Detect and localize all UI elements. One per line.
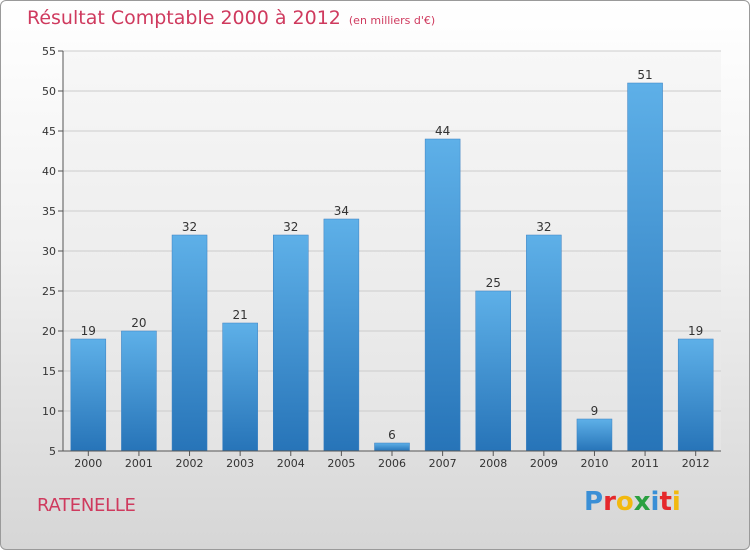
bar-value-label: 6: [388, 428, 396, 442]
x-tick-label: 2012: [682, 457, 710, 470]
bar-value-label: 32: [536, 220, 551, 234]
bar: [273, 234, 309, 452]
logo-letter: r: [603, 487, 616, 517]
logo-letter: o: [615, 487, 634, 517]
commune-name: RATENELLE: [37, 495, 136, 516]
x-tick-label: 2003: [226, 457, 254, 470]
x-tick-label: 2002: [176, 457, 204, 470]
y-tick-label: 25: [42, 285, 56, 298]
x-tick-label: 2008: [479, 457, 507, 470]
bar-value-label: 21: [233, 308, 248, 322]
bar: [526, 234, 562, 452]
bar-value-label: 19: [81, 324, 96, 338]
logo-letter: i: [650, 487, 660, 517]
bar: [424, 138, 461, 452]
bar: [70, 338, 107, 452]
bar: [222, 322, 258, 452]
bar: [171, 234, 208, 452]
bar-value-label: 44: [435, 124, 450, 138]
bar: [475, 290, 511, 452]
chart-title: Résultat Comptable 2000 à 2012 (en millie…: [27, 7, 435, 29]
y-tick-label: 10: [42, 405, 56, 418]
y-tick-label: 15: [42, 365, 56, 378]
bar: [323, 218, 360, 452]
bar-value-label: 34: [334, 204, 349, 218]
bar-value-label: 51: [637, 68, 652, 82]
bar: [576, 418, 613, 452]
bar: [374, 442, 410, 452]
bar-value-label: 25: [486, 276, 501, 290]
y-tick-label: 5: [49, 445, 56, 458]
x-tick-label: 2004: [277, 457, 305, 470]
x-tick-label: 2001: [125, 457, 153, 470]
bar: [677, 338, 714, 452]
title-unit: (en milliers d'€): [348, 14, 436, 27]
x-tick-label: 2005: [327, 457, 355, 470]
title-main: Résultat Comptable 2000 à 2012: [27, 7, 341, 29]
logo-letter: P: [584, 487, 604, 517]
proxiti-logo: Proxiti: [584, 487, 681, 517]
logo-letter: i: [671, 487, 681, 517]
bar-value-label: 9: [591, 404, 599, 418]
bar-value-label: 19: [688, 324, 703, 338]
bar-value-label: 32: [283, 220, 298, 234]
x-tick-label: 2007: [429, 457, 457, 470]
y-tick-label: 35: [42, 205, 56, 218]
logo-letter: t: [659, 487, 672, 517]
bar: [627, 82, 663, 452]
y-tick-label: 45: [42, 125, 56, 138]
x-tick-label: 2000: [74, 457, 102, 470]
logo-letter: x: [633, 487, 651, 517]
x-tick-label: 2009: [530, 457, 558, 470]
x-tick-label: 2006: [378, 457, 406, 470]
y-tick-label: 40: [42, 165, 56, 178]
bar: [121, 330, 157, 452]
x-tick-label: 2010: [580, 457, 608, 470]
bar-value-label: 20: [131, 316, 146, 330]
y-tick-label: 20: [42, 325, 56, 338]
y-tick-label: 55: [42, 45, 56, 58]
bar-value-label: 32: [182, 220, 197, 234]
y-tick-label: 50: [42, 85, 56, 98]
y-tick-label: 30: [42, 245, 56, 258]
x-tick-label: 2011: [631, 457, 659, 470]
